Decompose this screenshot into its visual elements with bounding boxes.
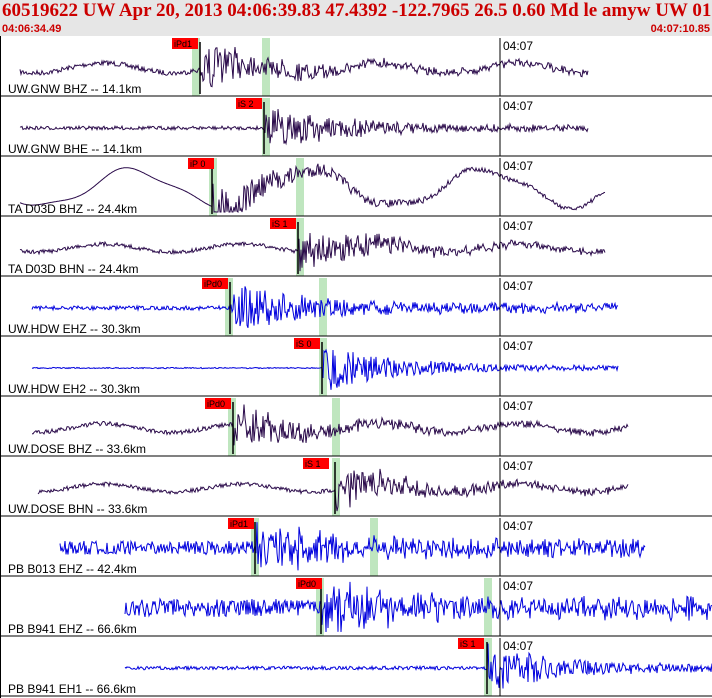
trace-row[interactable]: iPd0 04:07 UW.DOSE BHZ -- 33.6km (0, 398, 712, 457)
pick-flag[interactable] (205, 398, 231, 409)
pick-flag[interactable] (228, 518, 254, 529)
time-tick-label: 04:07 (503, 279, 533, 293)
trace-row[interactable]: iS 0 04:07 UW.HDW EH2 -- 30.3km (0, 338, 712, 397)
waveform-trace (31, 286, 619, 328)
station-label: UW.DOSE BHZ -- 33.6km (8, 442, 146, 456)
station-label: TA D03D BHN -- 24.4km (8, 262, 138, 276)
time-tick-label: 04:07 (503, 639, 533, 653)
pick-band (192, 38, 200, 96)
pick-flag[interactable] (303, 458, 329, 469)
station-label: UW.GNW BHE -- 14.1km (8, 142, 142, 156)
pick-flag[interactable] (202, 278, 228, 289)
station-label: UW.HDW EH2 -- 30.3km (8, 382, 140, 396)
pick-label: iS 2 (238, 99, 254, 109)
pick-flag[interactable] (236, 98, 262, 109)
pick-band (484, 638, 492, 696)
time-tick-label: 04:07 (503, 339, 533, 353)
station-label: PB B941 EHZ -- 66.6km (8, 622, 137, 636)
pick-label: iPd1 (174, 39, 192, 49)
waveform-trace (19, 47, 589, 88)
pick-label: iPd0 (298, 579, 316, 589)
station-label: UW.GNW BHZ -- 14.1km (8, 82, 141, 96)
trace-row[interactable]: iPd1 04:07 PB B013 EHZ -- 42.4km (0, 518, 712, 577)
station-label: PB B941 EH1 -- 66.6km (8, 682, 136, 696)
event-title: 60519622 UW Apr 20, 2013 04:06:39.83 47.… (2, 0, 712, 21)
time-tick-label: 04:07 (503, 219, 533, 233)
pick-label: iPd0 (207, 399, 225, 409)
time-tick-label: 04:07 (503, 39, 533, 53)
trace-row[interactable]: iPd1 04:07 UW.GNW BHZ -- 14.1km (0, 38, 712, 97)
waveform-trace (124, 643, 712, 689)
waveform-trace (59, 522, 646, 571)
pick-band (296, 218, 304, 276)
pick-band (262, 98, 270, 156)
station-label: PB B013 EHZ -- 42.4km (8, 562, 137, 576)
trace-row[interactable]: iP 0 04:07 TA D03D BHZ -- 24.4km (0, 158, 712, 217)
trace-row[interactable]: iS 2 04:07 UW.GNW BHE -- 14.1km (0, 98, 712, 157)
trace-row[interactable]: iS 1 04:07 UW.DOSE BHN -- 33.6km (0, 458, 712, 517)
waveform-trace (124, 581, 712, 633)
time-tick-label: 04:07 (503, 159, 533, 173)
pick-band (370, 518, 378, 576)
time-tick-label: 04:07 (503, 459, 533, 473)
pick-flag[interactable] (188, 158, 214, 169)
pick-band (319, 278, 327, 336)
pick-label: iP 0 (190, 159, 205, 169)
pick-band (332, 458, 340, 516)
trace-row[interactable]: iS 1 04:07 TA D03D BHN -- 24.4km (0, 218, 712, 277)
time-tick-label: 04:07 (503, 99, 533, 113)
seismogram-panel[interactable]: iPd1 04:07 UW.GNW BHZ -- 14.1km iS 2 04:07 UW… (0, 36, 712, 698)
station-label: TA D03D BHZ -- 24.4km (8, 202, 137, 216)
station-label: UW.HDW EHZ -- 30.3km (8, 322, 141, 336)
pick-label: iS 1 (272, 219, 288, 229)
pick-label: iPd0 (204, 279, 222, 289)
pick-band (484, 578, 492, 636)
pick-flag[interactable] (172, 38, 198, 49)
waveform-trace (31, 404, 629, 446)
pick-flag[interactable] (296, 578, 322, 589)
waveform-trace (19, 109, 589, 146)
time-tick-label: 04:07 (503, 519, 533, 533)
time-tick-label: 04:07 (503, 399, 533, 413)
waveform-trace (19, 163, 606, 213)
pick-label: iS 1 (460, 639, 476, 649)
pick-label: iS 1 (305, 459, 321, 469)
pick-band (262, 38, 270, 96)
time-tick-label: 04:07 (503, 579, 533, 593)
trace-row[interactable]: iPd0 04:07 UW.HDW EHZ -- 30.3km (0, 278, 712, 337)
pick-flag[interactable] (294, 338, 320, 349)
pick-label: iS 0 (296, 339, 312, 349)
start-time-label: 04:06:34.49 (2, 23, 62, 35)
pick-flag[interactable] (270, 218, 296, 229)
pick-label: iPd1 (230, 519, 248, 529)
trace-row[interactable]: iPd0 04:07 PB B941 EHZ -- 66.6km (0, 578, 712, 637)
waveform-trace (37, 468, 629, 512)
pick-band (296, 158, 304, 216)
trace-row[interactable]: iS 1 04:07 PB B941 EH1 -- 66.6km (0, 638, 712, 697)
end-time-label: 04:07:10.85 (650, 23, 710, 35)
event-header: 60519622 UW Apr 20, 2013 04:06:39.83 47.… (0, 0, 712, 36)
station-label: UW.DOSE BHN -- 33.6km (8, 502, 147, 516)
pick-band (332, 398, 340, 456)
waveform-trace (19, 232, 606, 272)
waveform-trace (31, 348, 619, 390)
pick-flag[interactable] (458, 638, 484, 649)
